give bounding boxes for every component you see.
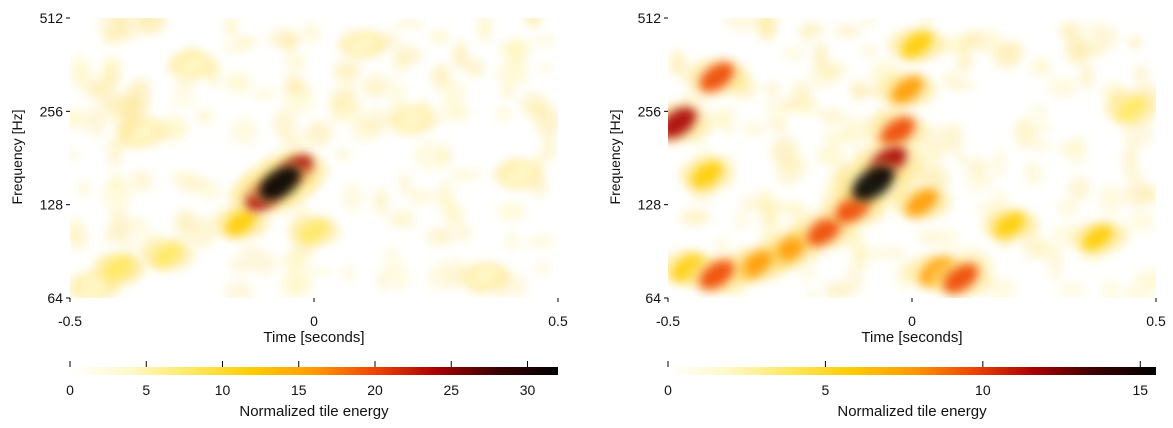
y-tick-label: 64 (47, 290, 63, 306)
tile-blob (398, 108, 426, 132)
colorbar (70, 367, 558, 375)
tile-blob (471, 265, 499, 288)
x-axis-label: Time [seconds] (263, 329, 364, 346)
tile-blob (994, 212, 1025, 238)
colorbar-tick-label: 15 (1132, 382, 1148, 398)
colorbar-label: Normalized tile energy (837, 403, 987, 420)
tile-blob (1082, 225, 1113, 251)
tile-blob (668, 107, 697, 139)
tile-blob (806, 216, 842, 247)
heatmap-tiles (668, 18, 1156, 298)
tile-blob (259, 165, 301, 201)
colorbar-tick-label: 10 (215, 382, 231, 398)
spectrogram-panel-right: Frequency [Hz] Time [seconds] Normalized… (598, 0, 1173, 423)
y-tick-label: 256 (40, 103, 64, 119)
background-noise (70, 18, 558, 298)
tile-blob (153, 242, 183, 268)
tile-blob (699, 62, 735, 92)
tile-blob (225, 209, 257, 236)
y-tick-label: 64 (645, 290, 661, 306)
colorbar (668, 367, 1156, 375)
tile-blob (699, 260, 735, 290)
spectrogram-panel-left: Frequency [Hz] Time [seconds] Normalized… (0, 0, 580, 423)
tile-blob (104, 256, 133, 280)
tile-blob (1116, 96, 1147, 122)
x-tick-label: 0 (310, 313, 318, 329)
y-axis-label: Frequency [Hz] (9, 110, 25, 205)
spectrogram-chart-left: Frequency [Hz] Time [seconds] Normalized… (9, 10, 568, 420)
tile-blob (691, 161, 723, 188)
colorbar-tick-label: 5 (142, 382, 150, 398)
colorbar-tick-label: 15 (291, 382, 307, 398)
colorbar-tick-label: 5 (822, 382, 830, 398)
y-tick-label: 512 (638, 10, 662, 26)
colorbar-label: Normalized tile energy (239, 403, 389, 420)
tile-blob (299, 219, 329, 244)
x-tick-label: 0 (908, 313, 916, 329)
tile-blob (905, 188, 939, 217)
x-tick-label: 0.5 (548, 313, 568, 329)
x-tick-label: -0.5 (58, 313, 82, 329)
tile-blob (890, 76, 924, 104)
y-tick-label: 128 (40, 197, 64, 213)
tile-blob (178, 54, 206, 77)
colorbar-tick-label: 25 (443, 382, 459, 398)
tile-blob (80, 274, 109, 298)
colorbar-tick-label: 30 (520, 382, 536, 398)
colorbar-tick-label: 0 (664, 382, 672, 398)
tile-blob (879, 116, 915, 147)
y-tick-label: 128 (638, 197, 662, 213)
heatmap-tiles (70, 18, 558, 298)
tile-blob (505, 163, 533, 187)
colorbar-tick-label: 0 (66, 382, 74, 398)
tile-blob (349, 33, 377, 57)
x-axis-label: Time [seconds] (861, 329, 962, 346)
colorbar-tick-label: 20 (367, 382, 383, 398)
x-tick-label: -0.5 (656, 313, 680, 329)
x-tick-label: 0.5 (1146, 313, 1166, 329)
tile-blob (852, 165, 894, 201)
y-tick-label: 512 (40, 10, 64, 26)
tile-blob (901, 31, 933, 58)
colorbar-tick-label: 10 (975, 382, 991, 398)
y-axis-label: Frequency [Hz] (607, 110, 623, 205)
spectrogram-chart-right: Frequency [Hz] Time [seconds] Normalized… (607, 10, 1166, 420)
tile-blob (129, 120, 157, 144)
y-tick-label: 256 (638, 103, 662, 119)
tile-blob (943, 263, 979, 294)
